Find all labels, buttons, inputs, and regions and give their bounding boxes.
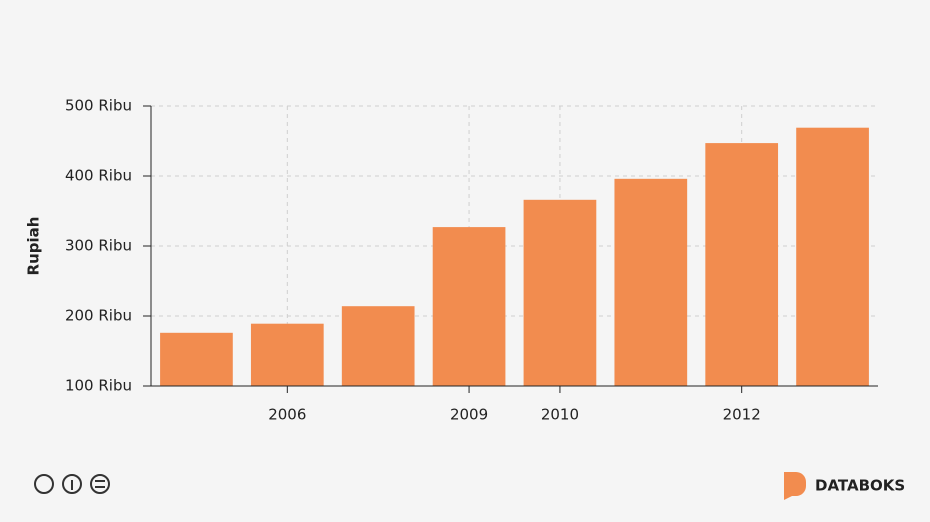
y-tick-label: 200 Ribu [65, 307, 132, 325]
y-tick-label: 100 Ribu [65, 377, 132, 395]
y-tick-label: 500 Ribu [65, 97, 132, 115]
bar [796, 127, 869, 386]
cc-icons [34, 474, 110, 494]
x-tick-label: 2006 [268, 406, 306, 424]
y-tick-label: 400 Ribu [65, 167, 132, 185]
x-tick-label: 2010 [541, 406, 579, 424]
bar [341, 306, 415, 386]
brand-name: DATABOKS [815, 477, 905, 495]
bar [705, 143, 779, 386]
bar [160, 332, 233, 386]
bar [523, 199, 597, 386]
bar [614, 178, 688, 386]
y-axis-label: Rupiah [25, 217, 43, 276]
bar [432, 227, 506, 386]
bar [250, 323, 324, 386]
x-tick-label: 2012 [723, 406, 761, 424]
x-tick-label: 2009 [450, 406, 488, 424]
y-tick-label: 300 Ribu [65, 237, 132, 255]
brand-logo [784, 472, 806, 500]
